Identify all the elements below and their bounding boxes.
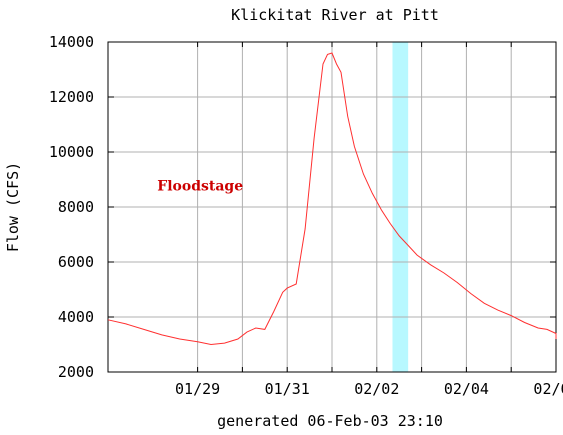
x-tick-label: 02/02 [354,380,399,398]
chart-title: Klickitat River at Pitt [231,6,439,24]
y-tick-label: 6000 [58,253,94,271]
y-tick-label: 8000 [58,198,94,216]
y-tick-label: 12000 [49,88,94,106]
y-tick-label: 2000 [58,363,94,381]
y-tick-label: 4000 [58,308,94,326]
tick-layer: 2000 4000 6000 8000 10000 12000 14000 01/29 01/3… [49,33,563,398]
y-tick-label: 10000 [49,143,94,161]
y-axis-label: Flow (CFS) [4,162,22,252]
grid-layer [108,42,556,372]
series-layer [107,52,557,346]
x-tick-label: 02/06 [533,380,563,398]
flow-series-line [107,52,557,346]
x-axis-label: generated 06-Feb-03 23:10 [217,412,443,430]
x-tick-label: 01/31 [265,380,310,398]
x-tick-label: 02/04 [444,380,489,398]
x-tick-label: 01/29 [175,380,220,398]
floodstage-annotation: Floodstage [157,179,243,195]
y-tick-label: 14000 [49,33,94,51]
